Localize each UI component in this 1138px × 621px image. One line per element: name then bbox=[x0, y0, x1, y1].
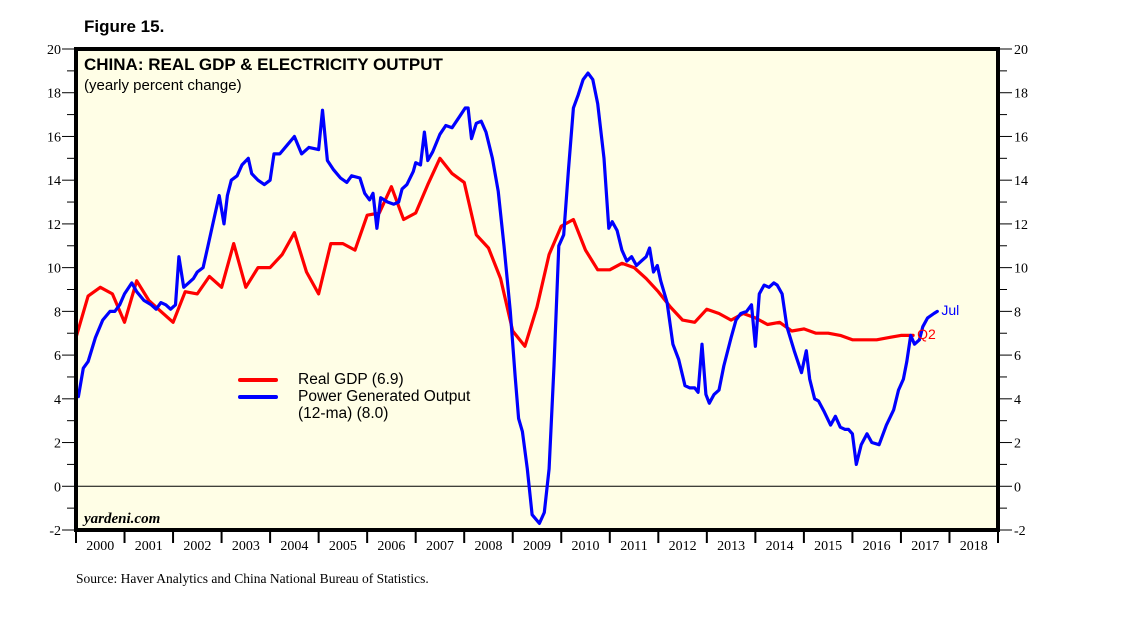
y-tick-label-right: 4 bbox=[1014, 393, 1021, 408]
legend-label-power: Power Generated Output (12-ma) (8.0) bbox=[298, 388, 471, 422]
x-tick-label: 2018 bbox=[960, 539, 988, 554]
y-tick-label-left: 20 bbox=[47, 43, 61, 58]
y-tick-label-right: 6 bbox=[1014, 349, 1021, 364]
left-y-axis: -2 0 2 4 6 8 10 12 14 16 18 20 bbox=[47, 43, 76, 539]
power-output-line bbox=[76, 71, 939, 525]
legend-item-power: Power Generated Output (12-ma) (8.0) bbox=[238, 388, 470, 422]
y-tick-label-right: -2 bbox=[1014, 524, 1026, 539]
figure-label: Figure 15. bbox=[84, 17, 165, 36]
chart-subtitle: (yearly percent change) bbox=[84, 77, 242, 94]
x-tick-label: 2008 bbox=[474, 539, 502, 554]
legend-swatch-gdp bbox=[238, 378, 278, 382]
y-tick-label-left: 8 bbox=[54, 305, 61, 320]
x-tick-label: 2005 bbox=[329, 539, 357, 554]
y-tick-label-right: 10 bbox=[1014, 262, 1028, 277]
plot-background bbox=[76, 49, 998, 530]
y-tick-label-right: 18 bbox=[1014, 87, 1028, 102]
x-tick-label: 2010 bbox=[572, 539, 600, 554]
y-tick-label-right: 16 bbox=[1014, 130, 1028, 145]
y-tick-label-right: 2 bbox=[1014, 437, 1021, 452]
legend-item-gdp: Real GDP (6.9) bbox=[238, 371, 470, 388]
x-tick-label: 2012 bbox=[669, 539, 697, 554]
watermark: yardeni.com bbox=[84, 511, 161, 527]
x-tick-label: 2007 bbox=[426, 539, 454, 554]
gdp-line bbox=[74, 156, 915, 348]
gdp-end-label: Q2 bbox=[917, 326, 936, 343]
chart-title: CHINA: REAL GDP & ELECTRICITY OUTPUT bbox=[84, 55, 443, 74]
x-axis: 2000 2001 2002 2003 2004 2005 2006 2007 2008 2009… bbox=[75, 530, 999, 554]
x-tick-label: 2016 bbox=[863, 539, 891, 554]
y-tick-label-left: 18 bbox=[47, 87, 61, 102]
legend: Real GDP (6.9) Power Generated Output (1… bbox=[238, 371, 470, 422]
x-tick-label: 2001 bbox=[135, 539, 163, 554]
x-tick-label: 2011 bbox=[620, 539, 647, 554]
y-tick-label-left: 16 bbox=[47, 130, 61, 145]
y-tick-label-right: 0 bbox=[1014, 480, 1021, 495]
y-tick-label-left: 14 bbox=[47, 174, 61, 189]
x-tick-label: 2003 bbox=[232, 539, 260, 554]
x-tick-label: 2006 bbox=[377, 539, 405, 554]
legend-swatch-power bbox=[238, 395, 278, 399]
x-tick-label: 2013 bbox=[717, 539, 745, 554]
plot-frame bbox=[74, 47, 1000, 532]
x-tick-label: 2004 bbox=[280, 539, 308, 554]
x-tick-label: 2002 bbox=[183, 539, 211, 554]
x-tick-label: 2015 bbox=[814, 539, 842, 554]
y-tick-label-left: 10 bbox=[47, 262, 61, 277]
x-tick-label: 2017 bbox=[911, 539, 939, 554]
y-tick-label-left: 12 bbox=[47, 218, 61, 233]
legend-label-gdp: Real GDP (6.9) bbox=[298, 371, 404, 388]
y-tick-label-right: 20 bbox=[1014, 43, 1028, 58]
y-tick-label-right: 12 bbox=[1014, 218, 1028, 233]
y-tick-label-left: 6 bbox=[54, 349, 61, 364]
y-tick-label-right: 8 bbox=[1014, 305, 1021, 320]
series-layer bbox=[74, 71, 939, 525]
y-tick-label-left: -2 bbox=[49, 524, 61, 539]
x-tick-label: 2014 bbox=[766, 539, 794, 554]
power-end-label: Jul bbox=[941, 302, 960, 319]
x-tick-label: 2000 bbox=[86, 539, 114, 554]
source-note: Source: Haver Analytics and China Nation… bbox=[76, 571, 429, 586]
right-y-axis: -2 0 2 4 6 8 10 12 14 16 18 20 bbox=[998, 43, 1028, 539]
y-tick-label-right: 14 bbox=[1014, 174, 1028, 189]
y-tick-label-left: 0 bbox=[54, 480, 61, 495]
y-tick-label-left: 2 bbox=[54, 437, 61, 452]
y-tick-label-left: 4 bbox=[54, 393, 61, 408]
x-tick-label: 2009 bbox=[523, 539, 551, 554]
